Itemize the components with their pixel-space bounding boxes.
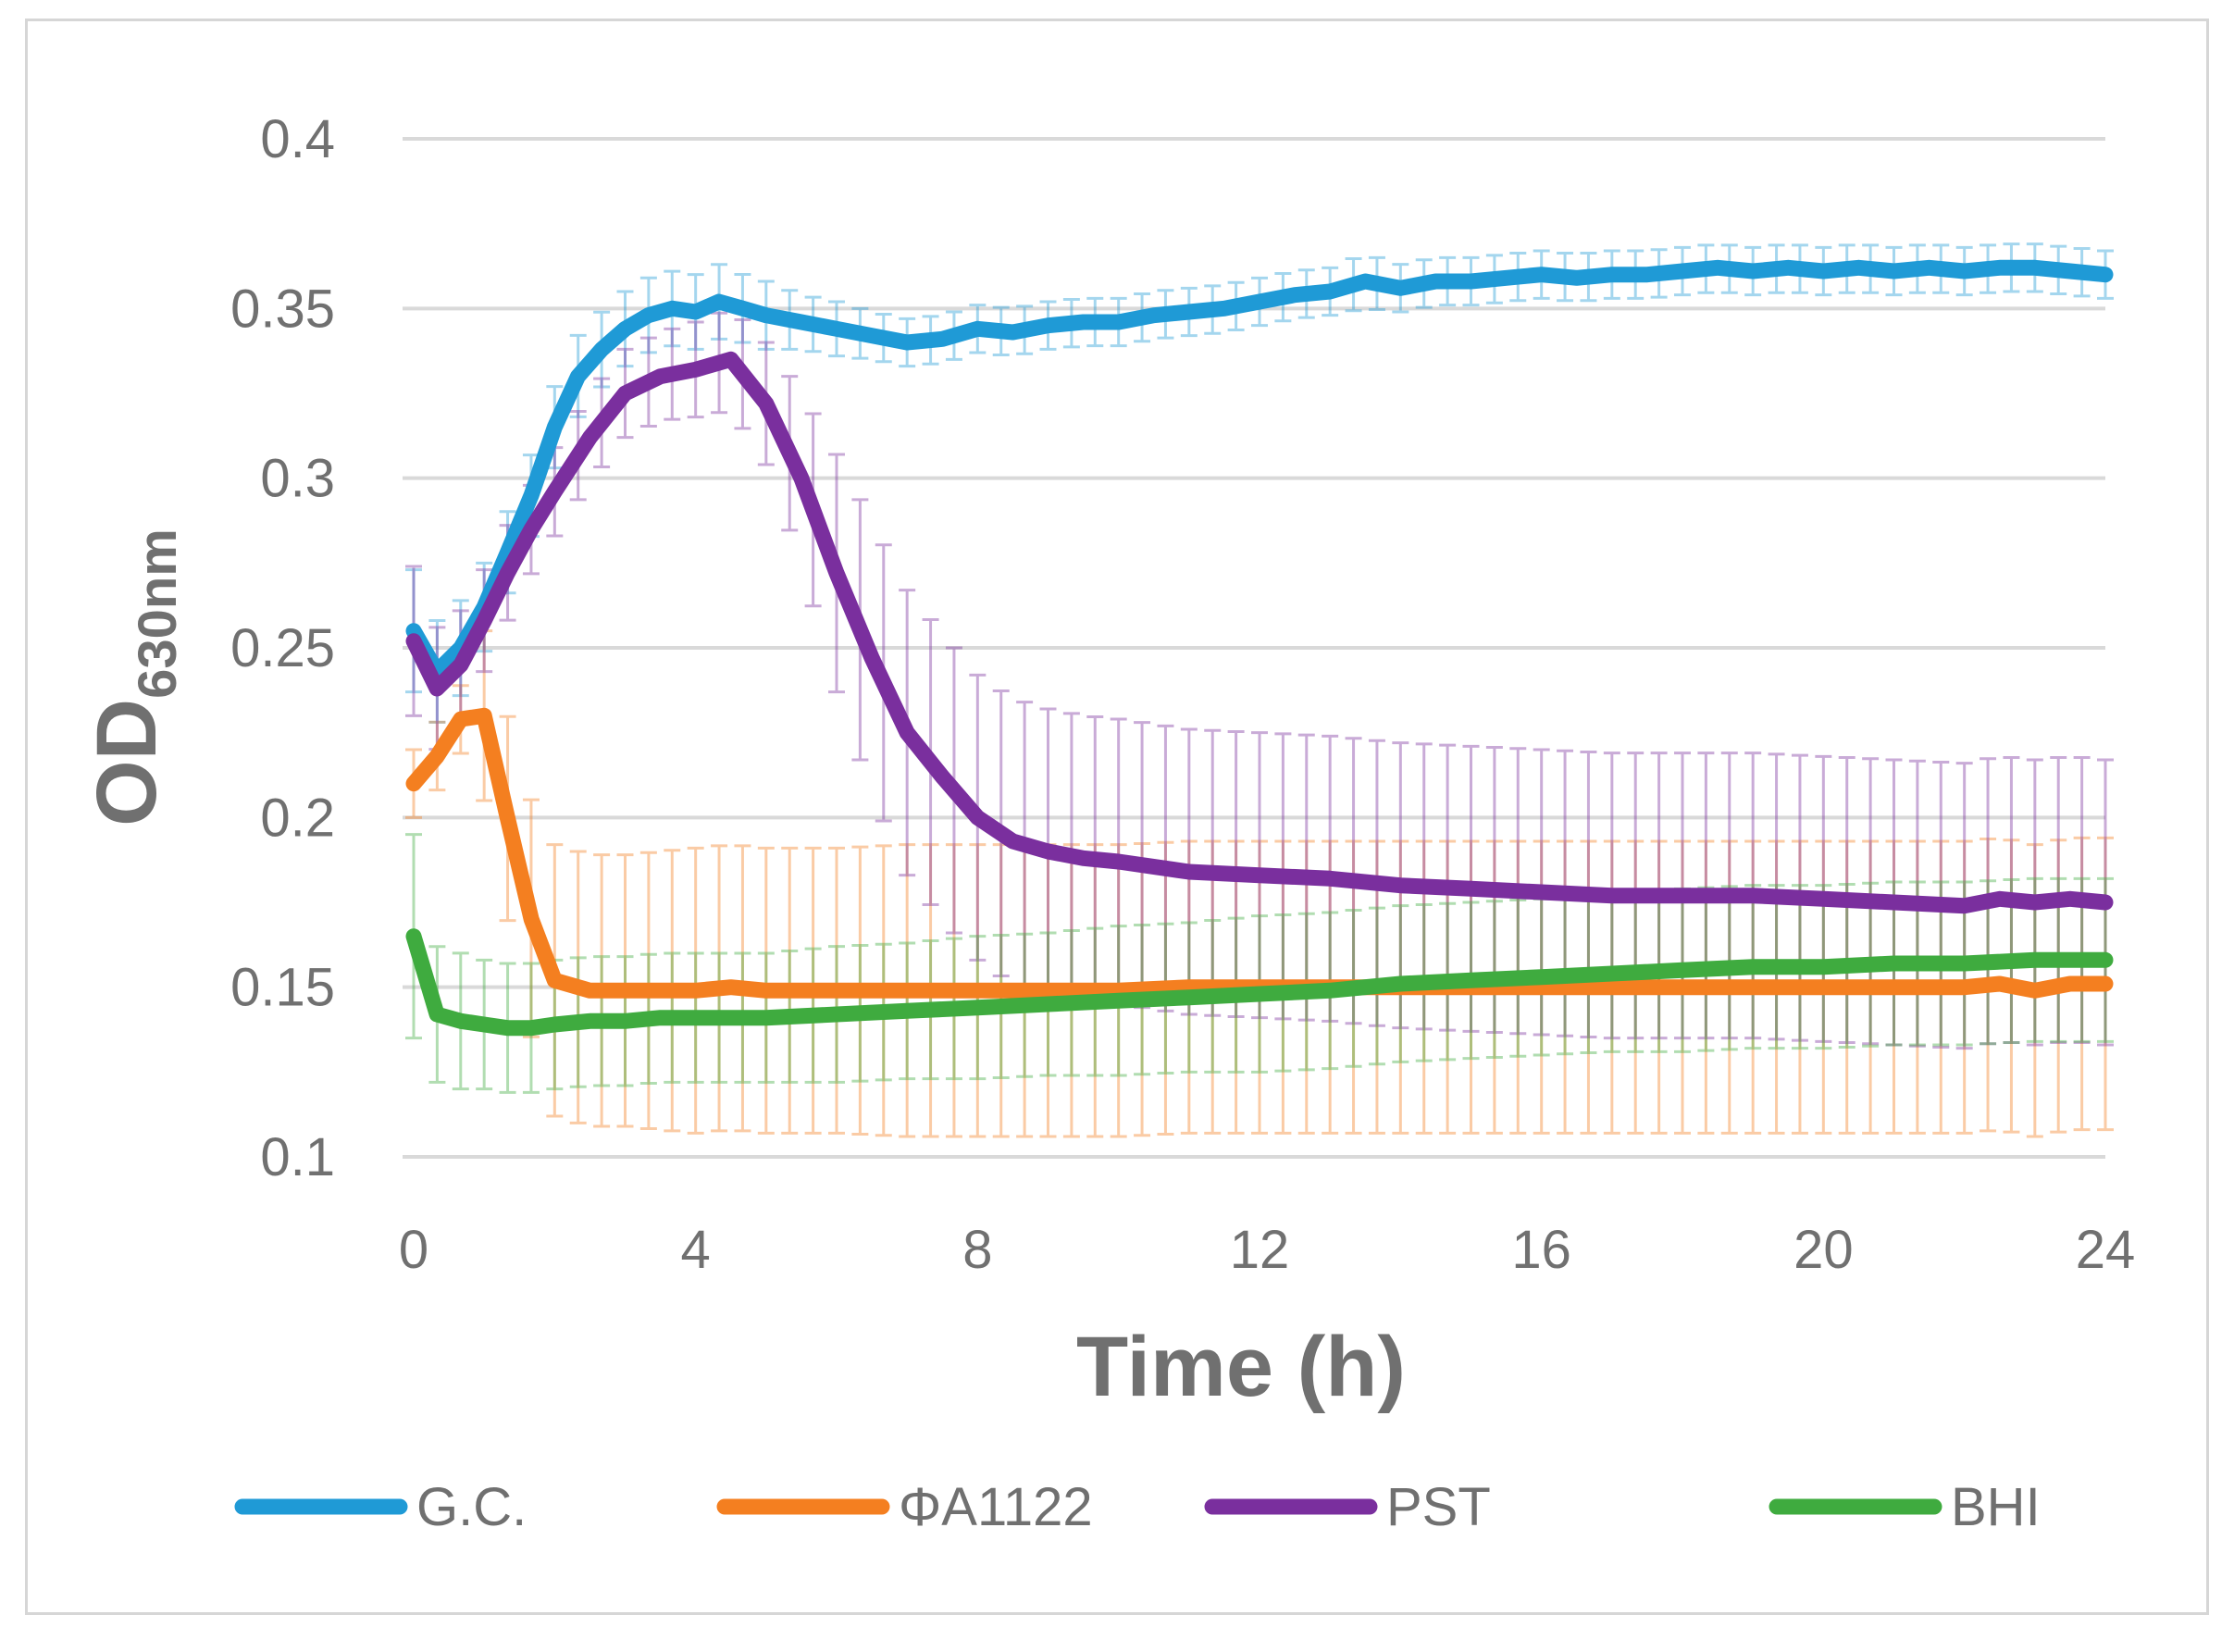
y-tick-label: 0.15	[230, 958, 335, 1018]
legend-label-g-c: G.C.	[416, 1477, 527, 1537]
x-tick-label: 20	[1793, 1220, 1854, 1280]
y-tick-label: 0.25	[230, 618, 335, 678]
x-tick-label: 12	[1230, 1220, 1290, 1280]
legend-label-bhi: BHI	[1951, 1477, 2041, 1537]
legend-label-a1122: ΦA1122	[899, 1477, 1093, 1537]
pst-series-line	[405, 351, 2114, 914]
legend-label-pst: PST	[1386, 1477, 1491, 1537]
series-lines	[405, 259, 2114, 1037]
legend: G.C. ΦA1122 PST BHI	[234, 1477, 2041, 1537]
y-tick-label: 0.3	[260, 449, 335, 509]
x-axis-title: Time (h)	[1076, 1320, 1406, 1414]
a1122-series-line	[405, 707, 2114, 999]
y-axis-title: OD630nm	[80, 528, 188, 826]
g-c-series-line	[405, 259, 2114, 680]
y-tick-label: 0.35	[230, 279, 335, 339]
bhi-series-line	[405, 928, 2114, 1037]
x-tick-label: 24	[2076, 1220, 2136, 1280]
y-tick-label: 0.4	[260, 109, 335, 169]
y-tick-label: 0.1	[260, 1127, 335, 1187]
x-tick-label: 0	[399, 1220, 428, 1280]
x-tick-labels: 0 4 8 12 16 20 24	[399, 1220, 2135, 1280]
x-tick-label: 16	[1511, 1220, 1571, 1280]
x-tick-label: 8	[962, 1220, 992, 1280]
y-axis-label: OD	[80, 699, 174, 826]
y-tick-label: 0.2	[260, 788, 335, 848]
x-tick-label: 4	[681, 1220, 711, 1280]
y-tick-labels: 0.1 0.15 0.2 0.25 0.3 0.35 0.4	[230, 109, 335, 1187]
y-axis-subscript: 630nm	[128, 528, 188, 699]
